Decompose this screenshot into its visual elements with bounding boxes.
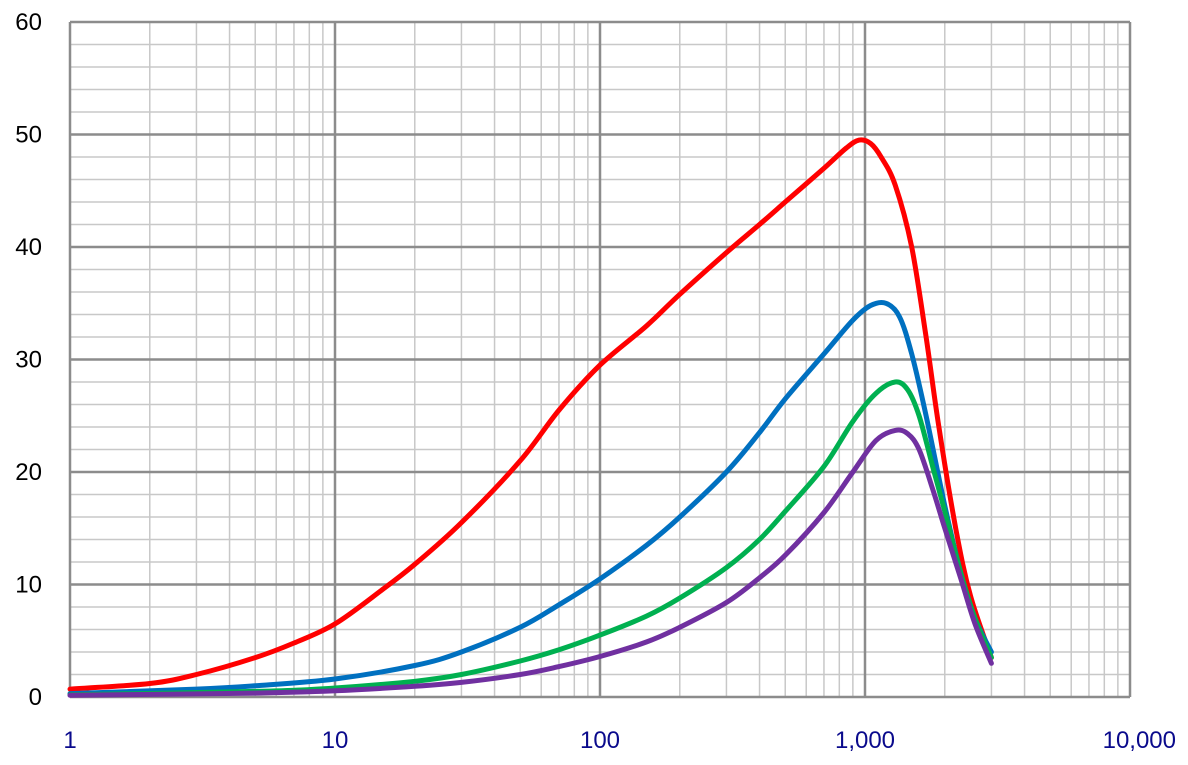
- x-tick-label: 1,000: [835, 727, 895, 754]
- x-tick-label: 1: [63, 727, 76, 754]
- series-group: [67, 137, 994, 698]
- grid-major: [68, 20, 1132, 699]
- y-tick-label: 60: [15, 9, 42, 36]
- y-tick-label: 0: [29, 684, 42, 711]
- y-tick-label: 20: [15, 459, 42, 486]
- series-line-3: [67, 379, 994, 698]
- x-tick-label: 10,000: [1103, 727, 1176, 754]
- x-tick-label: 10: [322, 727, 349, 754]
- series-line-4: [67, 427, 994, 698]
- plot-area: [68, 20, 1132, 699]
- y-axis: 0 10 20 30 40 50 60: [15, 9, 42, 711]
- x-axis: 1 10 100 1,000 10,000: [63, 727, 1176, 754]
- y-tick-label: 50: [15, 122, 42, 149]
- y-tick-label: 10: [15, 572, 42, 599]
- x-tick-label: 100: [580, 727, 620, 754]
- series-line-2: [67, 299, 994, 697]
- y-tick-label: 30: [15, 347, 42, 374]
- y-tick-label: 40: [15, 234, 42, 261]
- series-line-1: [67, 137, 994, 692]
